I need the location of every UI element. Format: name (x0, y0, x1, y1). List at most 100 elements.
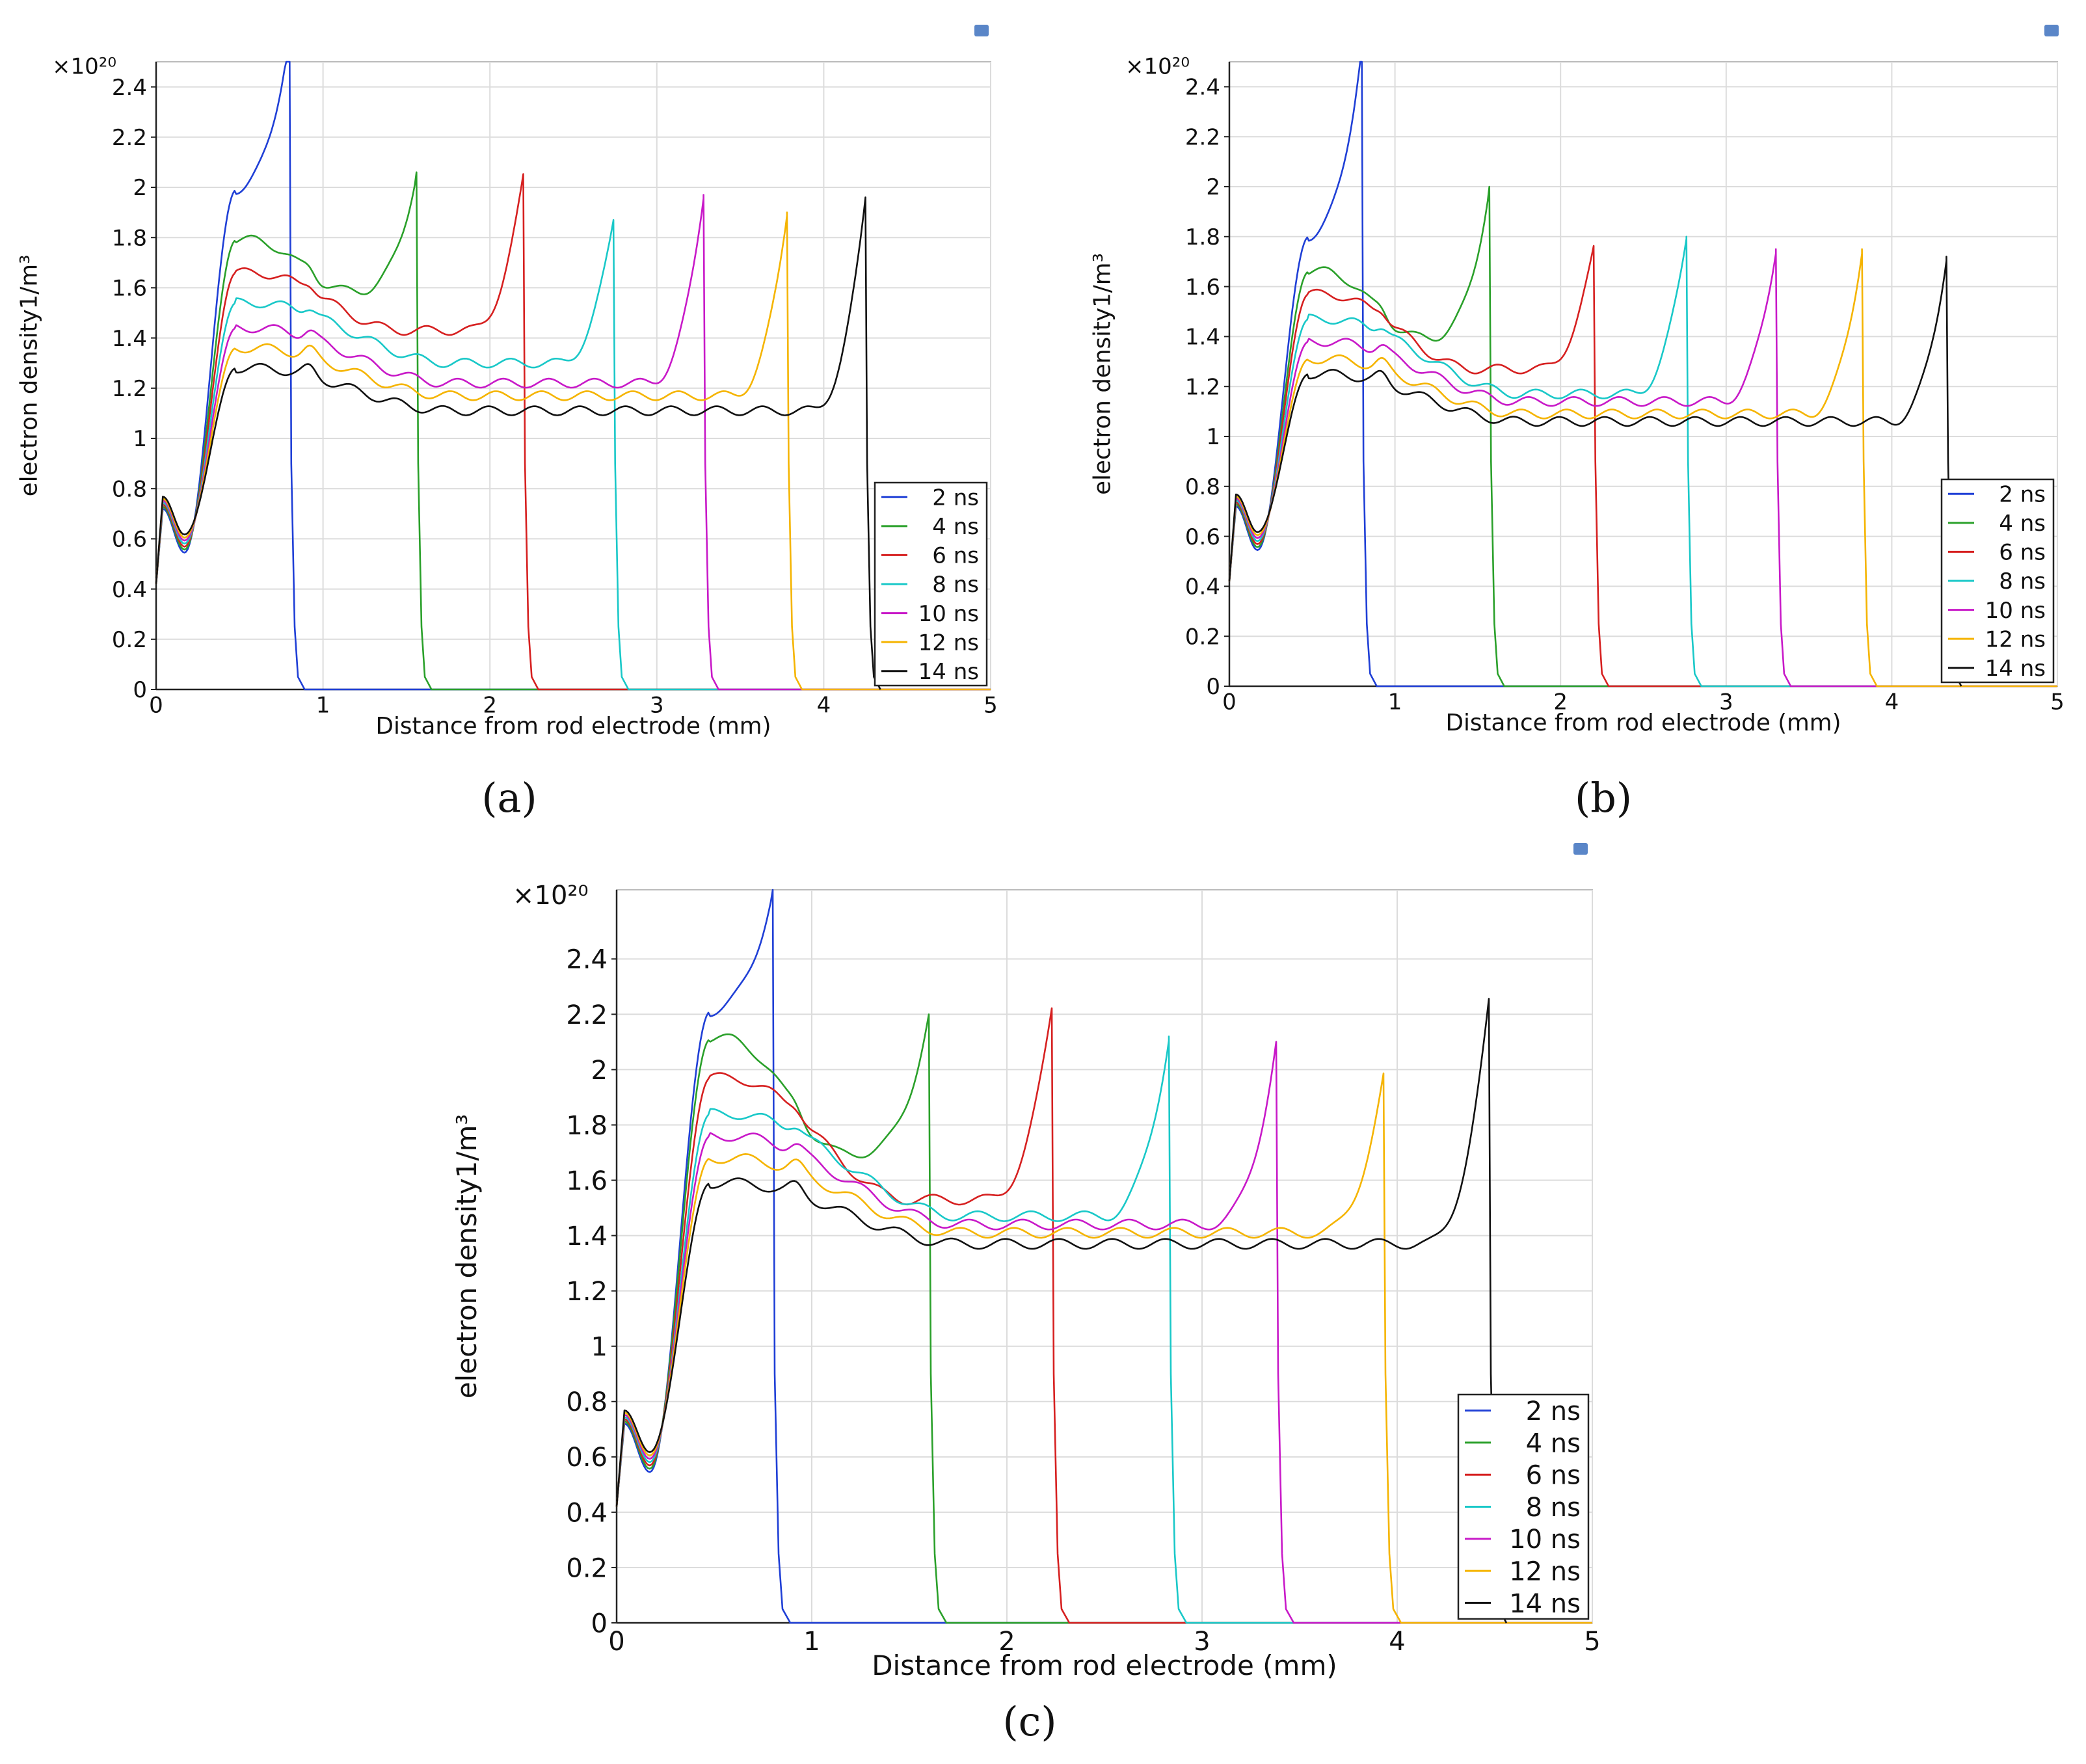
y-tick-label: 2 (1206, 174, 1220, 200)
y-axis-label: electron density1/m³ (1089, 253, 1116, 495)
legend-label: 2 ns (1526, 1396, 1581, 1426)
y-tick-label: 0.6 (112, 527, 147, 553)
legend-label: 6 ns (1999, 540, 2046, 566)
series-line-4ns (615, 1013, 1592, 1624)
legend-label: 10 ns (1509, 1525, 1581, 1555)
y-tick-label: 0.2 (112, 627, 147, 653)
y-tick-label: 1.8 (112, 225, 147, 251)
legend-label: 12 ns (918, 630, 979, 656)
x-tick-label: 0 (149, 693, 163, 719)
legend-label: 12 ns (1509, 1557, 1581, 1586)
legend-label: 12 ns (1985, 626, 2046, 652)
legend-label: 8 ns (932, 572, 979, 598)
x-tick-label: 4 (1885, 689, 1899, 715)
y-multiplier: ×10²⁰ (52, 54, 116, 80)
y-tick-label: 0 (591, 1609, 608, 1638)
y-tick-label: 1.6 (112, 276, 147, 302)
x-tick-label: 0 (1222, 689, 1237, 715)
y-tick-label: 1.8 (1185, 224, 1220, 250)
x-tick-label: 5 (2050, 689, 2065, 715)
y-tick-label: 1.4 (1185, 325, 1220, 351)
legend-label: 14 ns (1985, 656, 2046, 682)
series-line-12ns (615, 1072, 1592, 1624)
plot-a: 0 0.2 0.4 0.6 0.8 1 1.2 1.4 1.6 1.8 2 2.2 2.4 0 1 2 3 4 5 ×… (16, 54, 997, 740)
x-axis-label: Distance from rod electrode (mm) (1446, 710, 1841, 736)
y-tick-label: 1.6 (1185, 274, 1220, 301)
legend-label: 4 ns (1526, 1428, 1581, 1458)
x-tick-label: 3 (1194, 1627, 1210, 1657)
x-axis-label: Distance from rod electrode (mm) (376, 713, 771, 740)
series-line-8ns (1228, 235, 2057, 688)
x-axis-label: Distance from rod electrode (mm) (872, 1650, 1337, 1681)
series-line-14ns (155, 196, 881, 690)
x-tick-label: 3 (650, 693, 664, 719)
legend-label: 8 ns (1999, 568, 2046, 595)
plot-b-export-icon[interactable] (2044, 25, 2059, 36)
x-tick-label: 5 (983, 693, 998, 719)
y-tick-label: 0.4 (566, 1498, 608, 1528)
series-line-8ns (615, 1036, 1592, 1624)
panel-label-a: (a) (481, 774, 537, 822)
y-tick-label: 0.4 (112, 577, 147, 603)
y-tick-label: 1.6 (566, 1166, 608, 1196)
series-line-2ns (1228, 60, 2057, 688)
x-tick-label: 2 (483, 693, 497, 719)
y-tick-label: 1 (591, 1332, 608, 1362)
y-axis-label: electron density1/m³ (451, 1114, 483, 1399)
y-tick-label: 1.4 (112, 326, 147, 352)
series-line-14ns (615, 998, 1508, 1624)
y-tick-label: 0.2 (566, 1553, 608, 1583)
legend-label: 4 ns (1999, 511, 2046, 537)
legend-label: 14 ns (918, 659, 979, 685)
legend-label: 14 ns (1509, 1589, 1581, 1619)
y-axis-label: electron density1/m³ (16, 255, 42, 497)
plot-b: 0 0.2 0.4 0.6 0.8 1 1.2 1.4 1.6 1.8 2 2.2 2.4 0 1 2 3 4 5 ×… (1089, 54, 2064, 736)
x-tick-label: 2 (1553, 689, 1568, 715)
y-tick-label: 1.4 (566, 1222, 608, 1251)
plot-c: 0 0.2 0.4 0.6 0.8 1 1.2 1.4 1.6 1.8 2 2.2 2.4 0 1 2 3 4 5 ×… (451, 881, 1601, 1681)
y-tick-label: 2.2 (566, 1000, 608, 1030)
y-tick-label: 0.8 (1185, 474, 1220, 500)
y-multiplier: ×10²⁰ (513, 881, 588, 911)
legend-label: 10 ns (1985, 598, 2046, 624)
y-multiplier: ×10²⁰ (1125, 54, 1190, 80)
series-line-10ns (155, 194, 991, 691)
y-tick-label: 2.4 (1185, 75, 1220, 101)
y-tick-label: 1 (133, 426, 147, 452)
series-line-6ns (155, 173, 991, 691)
y-tick-label: 2.2 (1185, 124, 1220, 150)
x-tick-label: 5 (1584, 1627, 1600, 1657)
plot-area (1229, 61, 2058, 687)
legend-label: 6 ns (1526, 1461, 1581, 1491)
series-line-6ns (615, 1007, 1592, 1624)
y-tick-label: 1.2 (112, 376, 147, 402)
series-line-12ns (1228, 248, 2057, 688)
series-line-2ns (155, 60, 991, 691)
y-tick-label: 0.6 (1185, 524, 1220, 550)
series-line-2ns (615, 889, 1592, 1624)
series-line-8ns (155, 219, 991, 691)
series-line-14ns (1228, 256, 1962, 687)
x-tick-label: 2 (998, 1627, 1015, 1657)
legend-label: 4 ns (932, 514, 979, 540)
y-tick-label: 2 (133, 175, 147, 201)
x-tick-label: 1 (1388, 689, 1402, 715)
y-tick-label: 0 (133, 677, 147, 703)
y-tick-label: 0.4 (1185, 574, 1220, 600)
plot-c-export-icon[interactable] (1573, 843, 1588, 855)
legend-label: 2 ns (1999, 482, 2046, 508)
plot-area (155, 61, 991, 690)
x-tick-label: 1 (803, 1627, 820, 1657)
legend-label: 8 ns (1526, 1493, 1581, 1523)
plot-a-export-icon[interactable] (974, 25, 989, 36)
x-tick-label: 4 (1389, 1627, 1405, 1657)
y-tick-label: 1.8 (566, 1111, 608, 1141)
panel-label-c: (c) (1002, 1698, 1056, 1745)
y-tick-label: 0 (1206, 674, 1220, 700)
x-tick-label: 3 (1719, 689, 1733, 715)
y-tick-label: 1 (1206, 424, 1220, 450)
y-tick-label: 2 (591, 1056, 608, 1086)
series-line-10ns (1228, 248, 2057, 688)
x-tick-label: 0 (608, 1627, 624, 1657)
